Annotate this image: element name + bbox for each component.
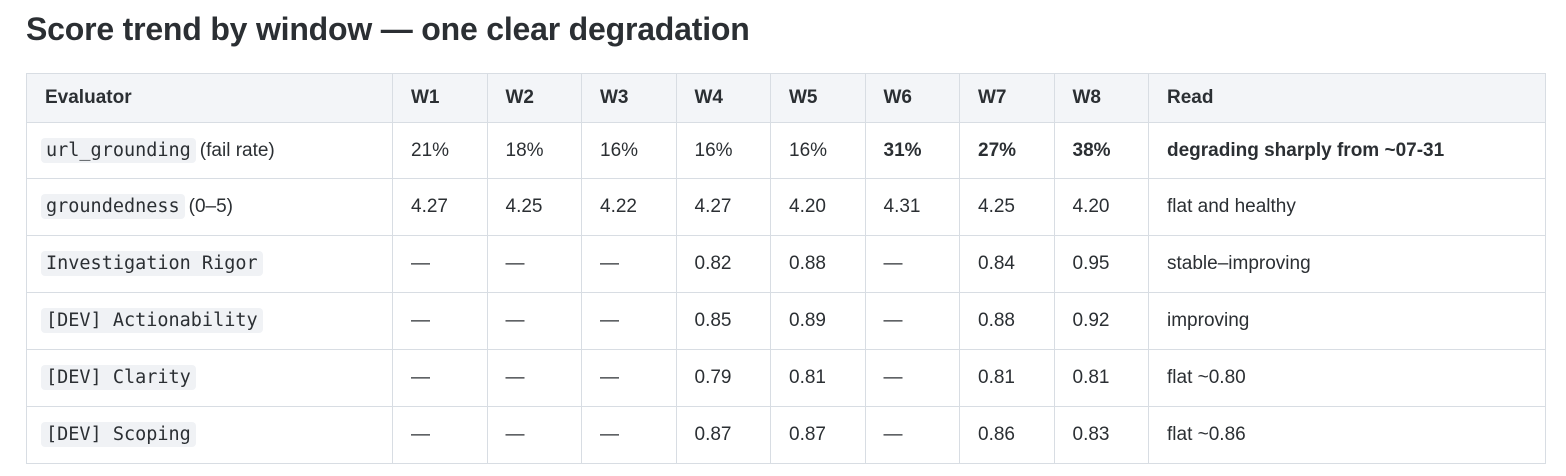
evaluator-unit: (fail rate) [199, 139, 275, 161]
header-w2: W2 [486, 73, 582, 123]
window-value-w8: 0.83 [1053, 406, 1149, 464]
window-value-w1: 21% [392, 122, 488, 179]
window-value-w1: — [392, 292, 488, 350]
window-value-w1: — [392, 406, 488, 464]
window-value-w6: 4.31 [864, 178, 960, 236]
evaluator-name: [DEV] Clarity [41, 365, 196, 390]
table-row: [DEV] Actionability — — —0.85 0.89—0.88 0.92 i… [26, 292, 1546, 350]
read-cell: flat ~0.80 [1148, 349, 1546, 407]
evaluator-name: [DEV] Scoping [41, 422, 196, 447]
window-value-w7: 27% [959, 122, 1055, 179]
window-value-w2: — [486, 349, 582, 407]
window-value-w3: — [581, 235, 677, 293]
window-value-w5: 4.20 [770, 178, 866, 236]
window-value-w2: — [486, 406, 582, 464]
window-value-w8: 0.92 [1053, 292, 1149, 350]
evaluator-cell: Investigation Rigor [26, 235, 393, 293]
window-value-w3: 4.22 [581, 178, 677, 236]
evaluator-cell: [DEV] Clarity [26, 349, 393, 407]
window-value-w8: 0.81 [1053, 349, 1149, 407]
window-value-w5: 0.81 [770, 349, 866, 407]
window-value-w2: 4.25 [486, 178, 582, 236]
table-body: url_grounding (fail rate) 21% 18% 16% 16% 16% 3… [26, 122, 1546, 464]
table-row: [DEV] Clarity — — —0.79 0.81—0.81 0.81 flat ~0… [26, 349, 1546, 407]
evaluator-name: url_grounding [41, 137, 196, 163]
evaluator-cell: [DEV] Actionability [26, 292, 393, 350]
header-w3: W3 [581, 73, 677, 123]
read-cell: flat and healthy [1148, 178, 1546, 236]
table-row: [DEV] Scoping — — —0.87 0.87—0.86 0.83 flat ~0… [26, 406, 1546, 464]
window-value-w3: 16% [581, 122, 677, 179]
evaluator-cell: [DEV] Scoping [26, 406, 393, 464]
window-value-w5: 0.88 [770, 235, 866, 293]
window-value-w5: 0.87 [770, 406, 866, 464]
header-w8: W8 [1053, 73, 1149, 123]
window-value-w4: 16% [675, 122, 771, 179]
header-w5: W5 [770, 73, 866, 123]
window-value-w5: 16% [770, 122, 866, 179]
window-value-w3: — [581, 406, 677, 464]
table-row: url_grounding (fail rate) 21% 18% 16% 16% 16% 3… [26, 122, 1546, 179]
table-row: groundedness (0–5) 4.27 4.25 4.22 4.27 4.20 4.3… [26, 178, 1546, 236]
table-header-row: Evaluator W1 W2 W3 W4 W5 W6 W7 W8 Read [26, 73, 1546, 123]
header-w6: W6 [864, 73, 960, 123]
window-value-w2: 18% [486, 122, 582, 179]
section-title: Score trend by window — one clear degrad… [26, 11, 750, 47]
window-value-w1: — [392, 235, 488, 293]
window-value-w1: — [392, 349, 488, 407]
table-row: Investigation Rigor — — —0.82 0.88—0.84 0.95 s… [26, 235, 1546, 293]
window-value-w4: 0.79 [675, 349, 771, 407]
window-value-w4: 0.82 [675, 235, 771, 293]
window-value-w7: 0.88 [959, 292, 1055, 350]
header-w4: W4 [675, 73, 771, 123]
evaluator-unit: (0–5) [188, 196, 234, 217]
score-trend-table: Evaluator W1 W2 W3 W4 W5 W6 W7 W8 Read u… [26, 73, 1546, 464]
window-value-w2: — [486, 235, 582, 293]
read-cell: improving [1148, 292, 1546, 350]
window-value-w4: 4.27 [675, 178, 771, 236]
header-evaluator: Evaluator [26, 73, 393, 123]
window-value-w7: 0.84 [959, 235, 1055, 293]
window-value-w4: 0.85 [675, 292, 771, 350]
evaluator-name: [DEV] Actionability [41, 308, 263, 333]
window-value-w5: 0.89 [770, 292, 866, 350]
window-value-w3: — [581, 349, 677, 407]
evaluator-cell: groundedness (0–5) [26, 178, 393, 236]
window-value-w6: 31% [864, 122, 960, 179]
window-value-w4: 0.87 [675, 406, 771, 464]
document-section: Score trend by window — one clear degrad… [26, 11, 1546, 464]
header-read: Read [1148, 73, 1546, 123]
window-value-w8: 0.95 [1053, 235, 1149, 293]
read-cell: degrading sharply from ~07-31 [1148, 122, 1546, 179]
window-value-w7: 0.86 [959, 406, 1055, 464]
window-value-w7: 4.25 [959, 178, 1055, 236]
window-value-w3: — [581, 292, 677, 350]
read-cell: flat ~0.86 [1148, 406, 1546, 464]
window-value-w7: 0.81 [959, 349, 1055, 407]
window-value-w6: — [864, 292, 960, 350]
evaluator-name: groundedness [41, 194, 185, 219]
header-w1: W1 [392, 73, 488, 123]
window-value-w2: — [486, 292, 582, 350]
window-value-w6: — [864, 406, 960, 464]
window-value-w8: 4.20 [1053, 178, 1149, 236]
window-value-w1: 4.27 [392, 178, 488, 236]
header-w7: W7 [959, 73, 1055, 123]
read-cell: stable–improving [1148, 235, 1546, 293]
evaluator-name: Investigation Rigor [41, 251, 263, 276]
window-value-w8: 38% [1053, 122, 1149, 179]
evaluator-cell: url_grounding (fail rate) [26, 122, 393, 179]
window-value-w6: — [864, 349, 960, 407]
window-value-w6: — [864, 235, 960, 293]
